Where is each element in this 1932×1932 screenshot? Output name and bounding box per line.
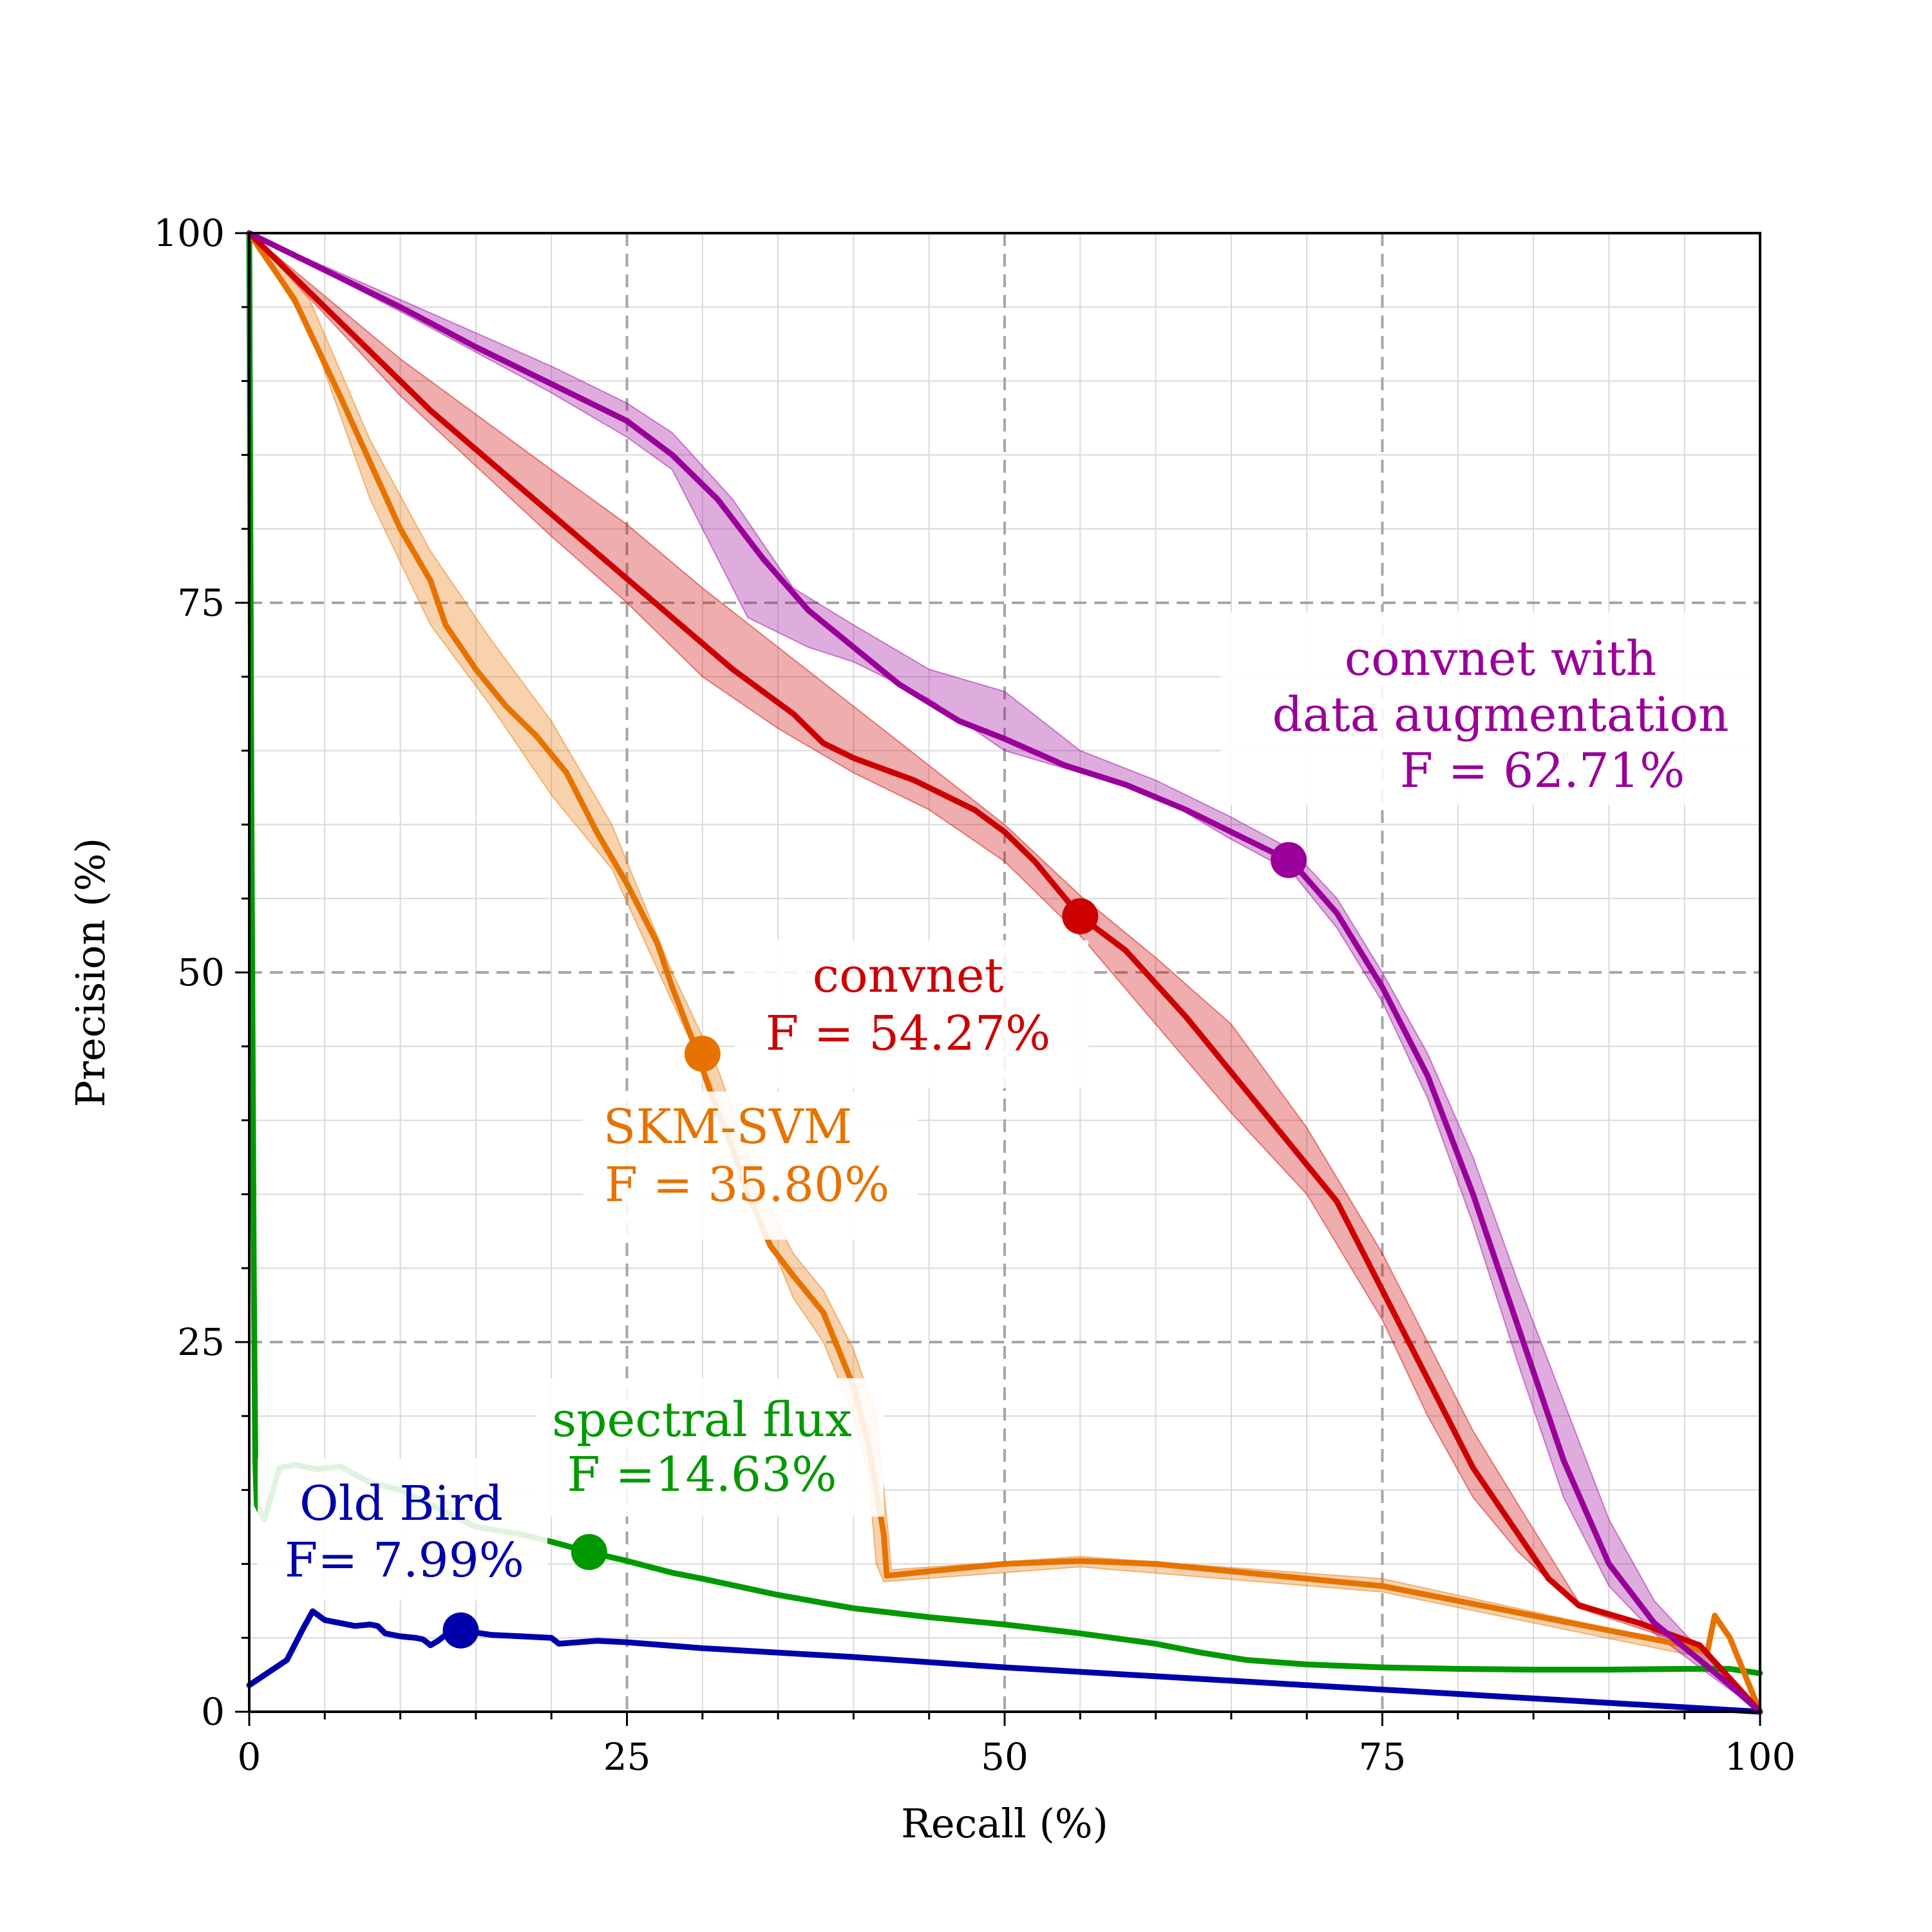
major-grid xyxy=(249,233,1760,1712)
annotation-box-old_bird xyxy=(258,1459,547,1600)
annotation-box-skm_svm xyxy=(583,1092,918,1240)
y-axis-label: Precision (%) xyxy=(67,838,114,1108)
line-skm_svm xyxy=(246,230,1763,1715)
y-tick-label: 25 xyxy=(177,1320,225,1364)
y-tick-label: 100 xyxy=(153,211,225,255)
line-convnet xyxy=(246,230,1763,1715)
annotation-box-convnet xyxy=(734,940,1088,1088)
marker-spectral_flux xyxy=(571,1534,607,1571)
annotation-skm_svm-line: F = 35.80% xyxy=(605,1157,890,1213)
annotation-old_bird-line: F= 7.99% xyxy=(285,1533,524,1588)
axis-ticks xyxy=(235,232,1761,1726)
marker-convnet_aug xyxy=(1271,842,1307,878)
annotation-old_bird-line: Old Bird xyxy=(299,1476,503,1531)
y-tick-label: 0 xyxy=(201,1690,225,1734)
marker-old_bird xyxy=(442,1612,479,1649)
x-tick-label: 75 xyxy=(1359,1735,1406,1779)
annotation-convnet-line: F = 54.27% xyxy=(766,1006,1051,1061)
x-axis-label: Recall (%) xyxy=(901,1800,1108,1847)
f-score-markers xyxy=(442,842,1307,1649)
line-convnet_aug xyxy=(246,230,1763,1715)
x-tick-label: 25 xyxy=(603,1735,651,1779)
x-tick-label: 0 xyxy=(238,1735,261,1779)
tick-labels: 0 25 50 75 100 0 25 50 75 100 xyxy=(153,211,1795,1779)
x-tick-label: 50 xyxy=(981,1735,1028,1779)
annotation-convnet_aug-line: data augmentation xyxy=(1272,687,1728,743)
annotation-convnet_aug-line: F = 62.71% xyxy=(1400,743,1685,799)
x-tick-label: 100 xyxy=(1725,1735,1796,1779)
annotation-box-convnet_aug xyxy=(1220,612,1787,805)
annotation-box-spectral_flux xyxy=(536,1378,884,1517)
marker-convnet xyxy=(1062,898,1099,934)
annotation-spectral_flux-line: spectral flux xyxy=(552,1392,852,1448)
marker-skm_svm xyxy=(684,1036,721,1072)
y-tick-label: 50 xyxy=(177,951,225,994)
annotation-convnet_aug-line: convnet with xyxy=(1345,631,1657,687)
annotation-spectral_flux-line: F =14.63% xyxy=(567,1447,837,1502)
annotation-convnet-line: convnet xyxy=(813,948,1004,1003)
y-tick-label: 75 xyxy=(177,581,225,625)
annotation-skm_svm-line: SKM-SVM xyxy=(603,1099,853,1155)
